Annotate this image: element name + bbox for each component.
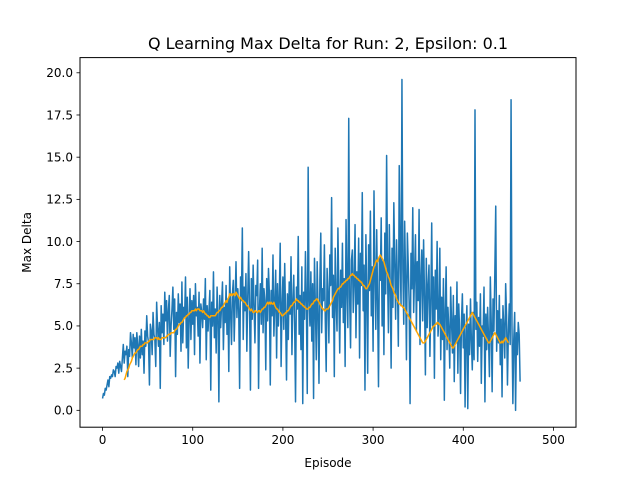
x-axis-ticks: 0 100 200 300 400 500 bbox=[99, 427, 565, 447]
y-tick-label: 5.0 bbox=[54, 319, 73, 333]
series-line-2 bbox=[123, 254, 510, 381]
y-tick-label: 2.5 bbox=[54, 361, 73, 375]
x-tick-label: 0 bbox=[99, 433, 107, 447]
x-tick-label: 300 bbox=[362, 433, 385, 447]
x-axis-label: Episode bbox=[304, 456, 351, 470]
y-tick-label: 7.5 bbox=[54, 277, 73, 291]
x-tick-label: 100 bbox=[181, 433, 204, 447]
y-axis-ticks: 0.0 2.5 5.0 7.5 10.0 12.5 15.0 17.5 20.0 bbox=[46, 66, 80, 418]
y-tick-label: 0.0 bbox=[54, 404, 73, 418]
x-tick-label: 400 bbox=[452, 433, 475, 447]
y-tick-label: 12.5 bbox=[46, 193, 73, 207]
y-tick-label: 20.0 bbox=[46, 66, 73, 80]
y-axis-label: Max Delta bbox=[20, 212, 34, 273]
y-tick-label: 15.0 bbox=[46, 150, 73, 164]
series-line-1 bbox=[101, 78, 521, 412]
x-tick-label: 200 bbox=[271, 433, 294, 447]
chart-title: Q Learning Max Delta for Run: 2, Epsilon… bbox=[148, 34, 508, 53]
x-tick-label: 500 bbox=[542, 433, 565, 447]
plot-area bbox=[101, 78, 521, 412]
y-tick-label: 17.5 bbox=[46, 108, 73, 122]
axes-frame bbox=[79, 57, 577, 428]
y-tick-label: 10.0 bbox=[46, 235, 73, 249]
